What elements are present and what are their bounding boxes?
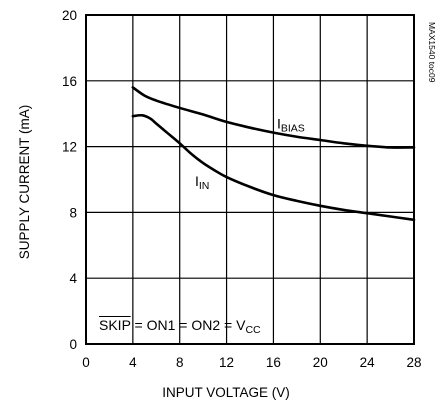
x-tick-label: 12 [219,355,234,370]
condition-annotation: SKIP = ON1 = ON2 = VCC [99,316,261,336]
figure-code: MAX1540 toc09 [427,22,435,83]
x-tick-label: 4 [129,355,137,370]
y-tick-label: 0 [69,337,77,352]
y-tick-label: 16 [62,74,77,89]
y-tick-label: 12 [62,140,77,155]
x-axis-title: INPUT VOLTAGE (V) [162,385,290,400]
curve-layer [131,86,416,222]
y-tick-label: 8 [69,205,77,220]
grid-layer [86,15,414,344]
x-tick-label: 0 [82,355,90,370]
series-line-iin [131,113,416,222]
condition-text: SKIP = ON1 = ON2 = VCC [99,317,261,336]
x-tick-label: 8 [176,355,184,370]
x-tick-label: 28 [406,355,421,370]
series-line-ibias [131,86,416,149]
x-tick-label: 24 [360,355,376,370]
label-layer: IBIAS IIN [195,116,305,193]
plot-frame [85,14,415,345]
series-label-ibias: IBIAS [277,116,305,135]
y-tick-label: 20 [62,8,77,23]
x-tick-label: 16 [266,355,281,370]
series-label-iin: IIN [195,173,209,192]
x-tick-label: 20 [313,355,328,370]
y-tick-label: 4 [69,271,77,286]
y-axis-title: SUPPLY CURRENT (mA) [17,105,32,260]
tick-layer: 0 4 8 12 16 20 24 28 0 4 8 12 16 20 [62,8,422,370]
